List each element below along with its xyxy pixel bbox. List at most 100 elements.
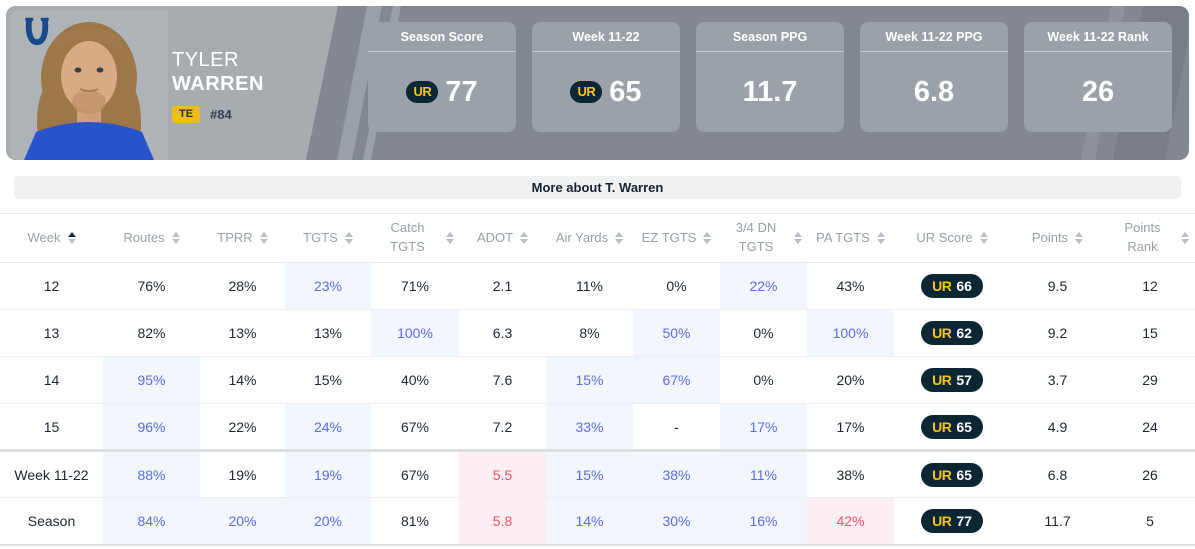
cell-ur-score: UR 65 <box>894 451 1010 498</box>
col-header-ez-tgts[interactable]: EZ TGTS <box>633 214 720 263</box>
sort-asc-icon <box>1180 232 1189 237</box>
stats-table: Week Routes TPRR TGTS Catch TGTS ADOT Air Yard… <box>0 213 1195 546</box>
cell-ez-tgts: 67% <box>633 356 720 404</box>
cell-points: 3.7 <box>1047 372 1068 388</box>
stat-card-label: Week 11-22 Rank <box>1024 22 1172 52</box>
cell-adot: 6.3 <box>492 325 513 341</box>
stat-card-season-score: Season Score UR 77 <box>368 22 516 132</box>
stat-card-number: 65 <box>609 75 642 108</box>
stat-cards: Season Score UR 77 Week 11-22 UR 65 Season PPG… <box>368 22 1172 132</box>
cell-34-dn-tgts: 0% <box>753 372 774 388</box>
cell-points: 6.8 <box>1047 466 1068 483</box>
cell-week: 14 <box>43 372 60 388</box>
sort-desc-icon <box>67 239 76 244</box>
stat-card-label: Week 11-22 PPG <box>860 22 1008 52</box>
col-header-points[interactable]: Points <box>1010 214 1105 263</box>
jersey-number: #84 <box>210 107 232 122</box>
col-header-week[interactable]: Week <box>0 214 103 263</box>
cell-points-rank: 15 <box>1142 325 1158 341</box>
cell-catch-tgts: 71% <box>400 278 430 294</box>
sort-asc-icon <box>979 232 988 237</box>
sort-icon <box>1075 232 1084 244</box>
sort-icon <box>67 232 76 244</box>
col-header-adot[interactable]: ADOT <box>459 214 546 263</box>
cell-34-dn-tgts: 16% <box>720 497 807 545</box>
sort-icon <box>171 232 180 244</box>
col-header-tgts[interactable]: TGTS <box>285 214 371 263</box>
col-header-34-dn-tgts[interactable]: 3/4 DN TGTS <box>720 214 807 263</box>
ur-logo-icon: UR <box>570 81 603 103</box>
sort-asc-icon <box>259 232 268 237</box>
cell-points: 4.9 <box>1047 418 1068 435</box>
col-header-air-yards[interactable]: Air Yards <box>546 214 633 263</box>
cell-tprr: 13% <box>228 325 257 341</box>
sort-icon <box>615 232 624 244</box>
cell-air-yards: 33% <box>546 403 633 451</box>
cell-tgts: 24% <box>285 403 371 451</box>
col-header-label: Catch TGTS <box>390 220 425 254</box>
sort-icon <box>876 232 885 244</box>
col-header-routes[interactable]: Routes <box>103 214 200 263</box>
ur-score-badge: UR 62 <box>921 321 983 345</box>
cell-catch-tgts: 67% <box>400 466 430 483</box>
ur-logo-icon: UR <box>932 466 952 483</box>
col-header-tprr[interactable]: TPRR <box>200 214 285 263</box>
sort-asc-icon <box>520 232 529 237</box>
sort-asc-icon <box>1075 232 1084 237</box>
sort-asc-icon <box>67 232 76 237</box>
sort-desc-icon <box>520 239 529 244</box>
cell-points: 11.7 <box>1044 512 1071 529</box>
ur-score-value: 65 <box>956 466 972 483</box>
stat-card-value: 6.8 <box>860 52 1008 132</box>
col-header-label: Points Rank <box>1124 220 1161 254</box>
sort-icon <box>344 232 353 244</box>
sort-asc-icon <box>794 232 802 237</box>
cell-ez-tgts: 0% <box>666 278 687 294</box>
stat-card-value: UR 65 <box>532 52 680 132</box>
table-row: 13 82% 13% 13% 100% 6.3 8% 50% 0% 100% UR 62 9.2 15 <box>0 309 1195 357</box>
sort-desc-icon <box>1180 239 1189 244</box>
cell-points-rank: 5 <box>1146 512 1154 529</box>
stat-card-label: Week 11-22 <box>532 22 680 52</box>
sort-desc-icon <box>703 239 712 244</box>
cell-ez-tgts: 30% <box>633 497 720 545</box>
cell-ez-tgts: 38% <box>633 450 720 498</box>
col-header-label: UR Score <box>916 229 973 245</box>
ur-logo-icon: UR <box>932 372 952 388</box>
cell-adot: 5.8 <box>459 497 546 545</box>
cell-34-dn-tgts: 22% <box>720 262 807 310</box>
cell-points-rank: 12 <box>1142 278 1158 294</box>
col-header-pa-tgts[interactable]: PA TGTS <box>807 214 894 263</box>
sort-asc-icon <box>344 232 353 237</box>
sort-icon <box>979 232 988 244</box>
table-row: Week 11-22 88% 19% 19% 67% 5.5 15% 38% 11% 38% UR 6… <box>0 450 1195 498</box>
col-header-label: Week <box>27 229 61 245</box>
cell-tgts: 15% <box>313 372 343 388</box>
col-header-label: 3/4 DN TGTS <box>735 220 777 254</box>
stat-card-week-11-22-rank: Week 11-22 Rank 26 <box>1024 22 1172 132</box>
col-header-label: TGTS <box>303 229 338 245</box>
stat-card-value: UR 77 <box>368 52 516 132</box>
table-row: 12 76% 28% 23% 71% 2.1 11% 0% 22% 43% UR 66 9.5 12 <box>0 262 1195 310</box>
cell-ur-score: UR 62 <box>894 310 1010 357</box>
col-header-ur-score[interactable]: UR Score <box>894 214 1010 263</box>
col-header-catch-tgts[interactable]: Catch TGTS <box>371 214 459 263</box>
more-about-button[interactable]: More about T. Warren <box>14 176 1181 199</box>
col-header-label: EZ TGTS <box>641 229 697 245</box>
ur-score-value: 65 <box>956 418 972 435</box>
col-header-label: Routes <box>123 229 165 245</box>
cell-week: 15 <box>43 418 60 435</box>
col-header-points-rank[interactable]: Points Rank <box>1105 214 1195 263</box>
sort-icon <box>703 232 712 244</box>
ur-score-badge: UR 65 <box>921 462 983 487</box>
cell-ur-score: UR 66 <box>894 263 1010 310</box>
stat-card-week-11-22: Week 11-22 UR 65 <box>532 22 680 132</box>
stat-card-number: 11.7 <box>742 75 798 108</box>
cell-tgts: 19% <box>285 450 371 498</box>
ur-score-value: 62 <box>956 325 972 341</box>
cell-catch-tgts: 67% <box>400 418 430 435</box>
ur-logo-icon: UR <box>932 512 952 529</box>
cell-ez-tgts: - <box>674 418 679 435</box>
player-first-name: TYLER <box>172 49 239 71</box>
cell-tprr: 28% <box>228 278 257 294</box>
